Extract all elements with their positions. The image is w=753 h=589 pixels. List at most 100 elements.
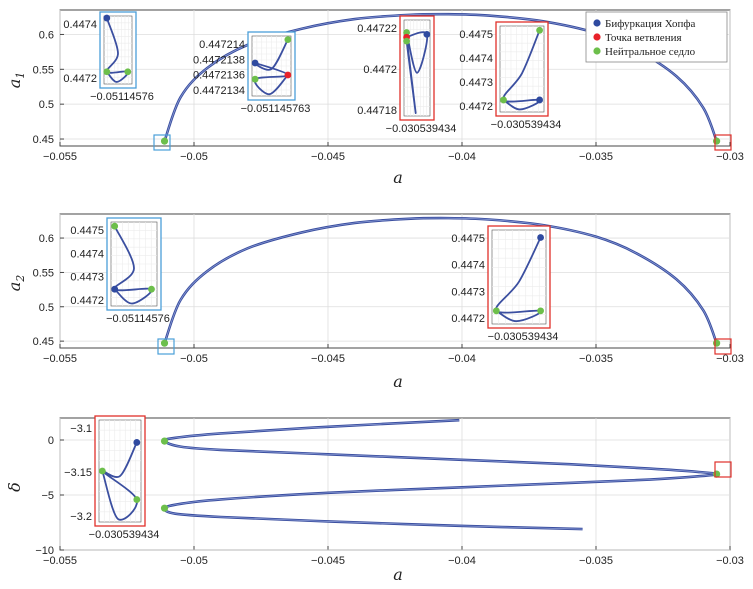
branch-point <box>284 71 292 79</box>
y-axis-label-subscript: 2 <box>14 275 27 283</box>
inset-y-tick-label: −3.15 <box>64 467 92 479</box>
inset-curve <box>113 225 153 305</box>
saddle-point <box>124 68 132 76</box>
panel-a2: −0.055 −0.05 −0.045 −0.04 −0.035 −0.03 0.45 0.5… <box>5 213 744 391</box>
y-tick-label: 0.45 <box>33 336 54 348</box>
inset-y-tick-label: 0.4475 <box>459 29 493 41</box>
inset-y-tick-label: 0.4472 <box>63 73 97 85</box>
x-tick-label: −0.04 <box>448 151 476 163</box>
inset-y-tick-label: −3.1 <box>70 423 92 435</box>
inset-a1-1: 0.447214 0.4472138 0.4472136 0.4472134 −0.05… <box>193 31 310 115</box>
saddle-point <box>148 285 155 293</box>
y-axis-label-main: δ <box>5 482 24 492</box>
legend-hopf-marker <box>593 19 601 27</box>
hopf-point <box>103 14 111 22</box>
inset-curve <box>105 17 129 83</box>
hopf-point <box>537 234 544 241</box>
hopf-point <box>251 59 259 67</box>
saddle-point <box>537 307 544 315</box>
y-axis-label-subscript: 1 <box>14 72 27 79</box>
y-tick-label: 0.55 <box>33 64 54 76</box>
plot-area <box>59 417 731 551</box>
saddle-point <box>403 37 410 45</box>
saddle-point <box>492 307 500 315</box>
x-tick-label: −0.05 <box>180 151 208 163</box>
x-tick-label: −0.04 <box>448 353 476 365</box>
inset-y-tick-label: 0.44718 <box>357 105 397 117</box>
y-tick-label: 0 <box>48 435 54 447</box>
inset-y-tick-label: 0.4472 <box>459 101 493 113</box>
y-axis-label-main: a <box>5 282 24 292</box>
x-tick-label: −0.04 <box>448 555 476 567</box>
x-tick-label: −0.05 <box>180 353 208 365</box>
inset-delta-0: −3.1 −3.15 −3.2 −0.030539434 <box>64 415 160 541</box>
zoom-marker-box <box>157 338 175 355</box>
inset-a2-0: 0.4475 0.4474 0.4473 0.4472−0.05114576 <box>70 217 170 325</box>
saddle-point <box>103 68 111 76</box>
inset-x-label: −0.05114576 <box>106 313 170 325</box>
inset-x-label: −0.030539434 <box>491 119 562 131</box>
saddle-point <box>160 137 169 145</box>
inset-a1-0: 0.4474 0.4472 −0.05114576 <box>63 11 154 103</box>
x-axis-label: a <box>393 168 403 187</box>
inset-x-label: −0.030539434 <box>89 529 160 541</box>
plot-area <box>59 213 731 349</box>
inset-a1-3: 0.4475 0.4474 0.4473 0.4472 −0.030539434 <box>459 21 562 131</box>
legend: Бифуркация Хопфа Точка ветвления Нейтрал… <box>585 11 728 63</box>
saddle-point <box>98 467 106 475</box>
x-tick-label: −0.03 <box>716 555 744 567</box>
inset-y-tick-label: 0.4474 <box>451 260 485 272</box>
inset-y-tick-label: 0.4475 <box>451 233 485 245</box>
y-axis-label: a2 <box>5 275 27 292</box>
legend-branch-marker <box>593 33 601 41</box>
y-tick-label: −10 <box>35 545 54 557</box>
x-tick-label: −0.035 <box>579 151 613 163</box>
legend-saddle-marker <box>593 47 601 55</box>
x-tick-label: −0.045 <box>311 151 345 163</box>
inset-y-tick-label: 0.4474 <box>70 248 104 260</box>
x-tick-label: −0.03 <box>716 353 744 365</box>
y-tick-label: 0.45 <box>33 134 54 146</box>
y-axis-label: δ <box>5 482 24 492</box>
legend-saddle-label: Нейтральное седло <box>605 46 696 58</box>
inset-y-tick-label: 0.4472134 <box>193 85 245 97</box>
legend-box <box>585 11 728 63</box>
y-tick-label: 0.6 <box>39 233 54 245</box>
hopf-point <box>133 439 141 446</box>
x-tick-label: −0.055 <box>43 555 77 567</box>
saddle-point <box>713 137 721 145</box>
saddle-point <box>403 29 410 36</box>
inset-y-tick-label: 0.4472 <box>451 313 485 325</box>
x-axis-label: a <box>393 565 403 584</box>
x-tick-label: −0.055 <box>43 151 77 163</box>
zoom-marker-box <box>714 338 732 355</box>
y-tick-label: −5 <box>41 490 54 502</box>
panels: −0.055 −0.05 −0.045 −0.04 −0.035 −0.03 0.45 0.5… <box>5 9 744 584</box>
inset-curve <box>495 237 542 323</box>
x-tick-label: −0.055 <box>43 353 77 365</box>
saddle-point <box>111 222 119 230</box>
legend-branch-label: Точка ветвления <box>605 32 682 44</box>
y-tick-label: 0.5 <box>39 302 54 314</box>
x-tick-label: −0.045 <box>311 353 345 365</box>
saddle-point <box>133 496 141 503</box>
saddle-point <box>500 96 507 104</box>
inset-y-tick-label: −3.2 <box>70 511 92 523</box>
y-tick-label: 0.6 <box>39 29 54 41</box>
x-axis-label: a <box>393 372 403 391</box>
inset-y-tick-label: 0.4472 <box>363 64 397 76</box>
saddle-point <box>251 75 259 83</box>
inset-curve <box>101 442 138 521</box>
inset-y-tick-label: 0.4472136 <box>193 70 245 82</box>
inset-y-tick-label: 0.44722 <box>357 23 397 35</box>
inset-x-label: −0.05114576 <box>90 91 154 103</box>
inset-y-tick-label: 0.4473 <box>70 272 104 284</box>
inset-y-tick-label: 0.4475 <box>70 225 104 237</box>
y-tick-label: 0.5 <box>39 99 54 111</box>
saddle-point <box>284 36 292 43</box>
inset-x-label: −0.030539434 <box>386 123 457 135</box>
saddle-point <box>160 504 169 512</box>
x-tick-label: −0.05 <box>180 555 208 567</box>
x-tick-label: −0.03 <box>716 151 744 163</box>
